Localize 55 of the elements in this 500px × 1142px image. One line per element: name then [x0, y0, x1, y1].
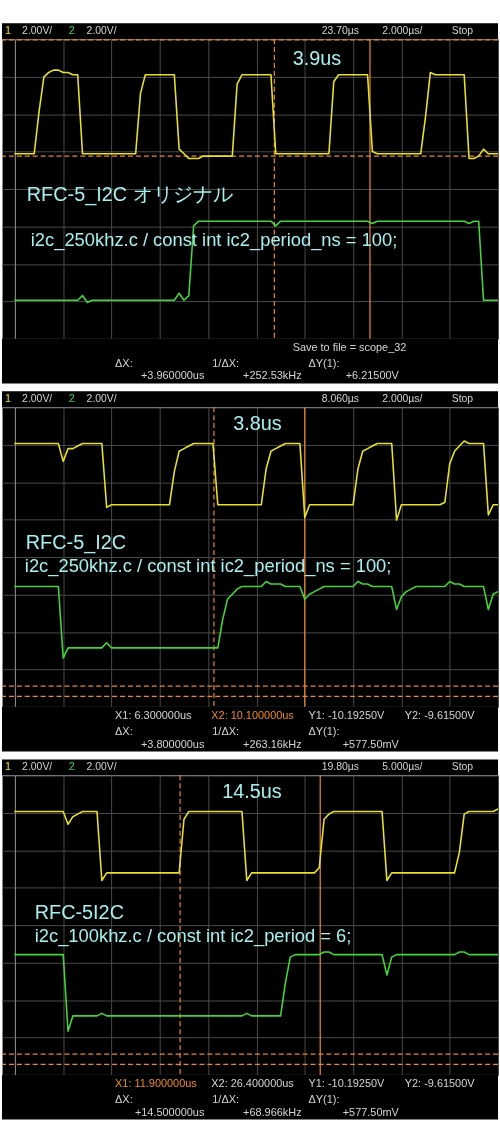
text: +3.800000us: [140, 737, 205, 750]
text: Stop: [451, 760, 474, 772]
text: 2.00V/: [22, 24, 53, 36]
text: +14.500000us: [134, 1105, 205, 1118]
text: ΔX:: [115, 724, 133, 737]
text: 2.000µs/: [382, 24, 423, 36]
text: Y2: -9.61500V: [404, 1076, 476, 1089]
text: 8.060µs: [321, 392, 359, 404]
text: 5.000µs/: [382, 760, 423, 772]
text: 14.5us: [222, 780, 282, 803]
text: 23.70µs: [321, 24, 359, 36]
text: +6.21500V: [345, 369, 400, 382]
text: 2.00V/: [86, 760, 117, 772]
text: 2: [68, 23, 75, 36]
text: 1/ΔX:: [212, 356, 239, 369]
text: 1: [4, 23, 11, 36]
text: 2.00V/: [22, 760, 53, 772]
text: 1: [4, 391, 11, 404]
text: X1: 11.900000us: [115, 1076, 198, 1089]
text: X2: 26.400000us: [211, 1076, 295, 1089]
text: Save to file = scope_32: [292, 340, 407, 353]
text: 3.9us: [292, 46, 342, 69]
text: ΔY(1):: [308, 356, 340, 369]
text: X1: 6.300000us: [115, 708, 193, 721]
text: ΔY(1):: [308, 1092, 340, 1105]
text: ΔX:: [115, 1092, 133, 1105]
text: RFC-5_I2C: [25, 531, 127, 555]
text: 2: [68, 759, 75, 772]
text: +263.16kHz: [243, 737, 302, 750]
text: 3.8us: [233, 412, 282, 435]
text: Stop: [451, 392, 474, 404]
text: 1/ΔX:: [212, 724, 239, 737]
text: RFC-5_I2C オリジナル: [26, 182, 233, 206]
text: Y1: -10.19250V: [308, 708, 386, 721]
text: 2.00V/: [22, 392, 53, 404]
text: Y1: -10.19250V: [308, 1076, 386, 1089]
text: 1: [4, 759, 11, 772]
text: ΔX:: [115, 356, 133, 369]
text: 19.80µs: [321, 760, 359, 772]
text: 2: [68, 391, 75, 404]
text: +577.50mV: [342, 737, 400, 750]
text: Y2: -9.61500V: [404, 708, 476, 721]
text: 2.000µs/: [382, 392, 423, 404]
text: ΔY(1):: [308, 724, 340, 737]
text: RFC-5I2C: [34, 901, 124, 924]
text: 1/ΔX:: [212, 1092, 239, 1105]
text: i2c_100khz.c / const int ic2_period = 6;: [34, 924, 352, 947]
text: +68.966kHz: [243, 1105, 302, 1118]
text: 2.00V/: [86, 24, 117, 36]
text: +3.960000us: [140, 369, 205, 382]
text: Stop: [451, 24, 474, 36]
text: 2.00V/: [86, 392, 117, 404]
text: X2: 10.100000us: [211, 708, 295, 721]
text: +577.50mV: [342, 1105, 400, 1118]
text: +252.53kHz: [243, 369, 302, 382]
